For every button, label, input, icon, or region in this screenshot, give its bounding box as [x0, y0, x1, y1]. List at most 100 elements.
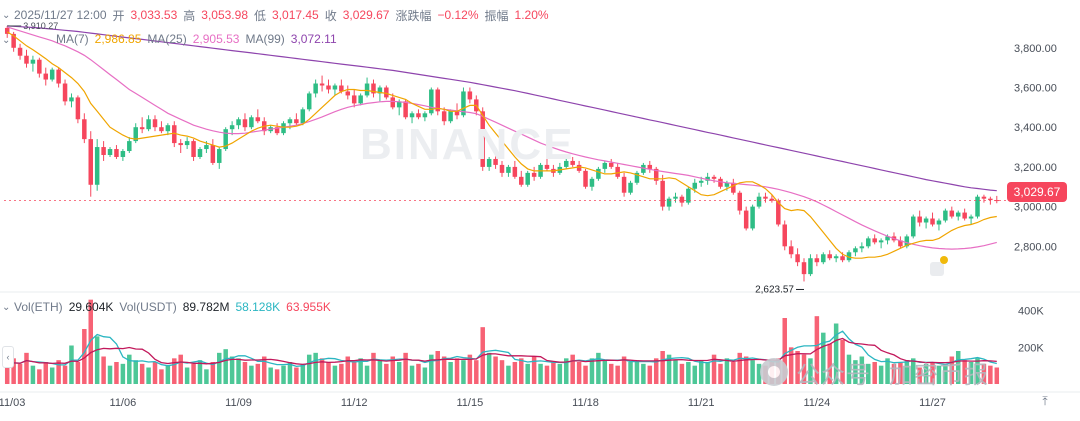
candle-body — [705, 176, 710, 181]
candle-body — [37, 59, 42, 74]
watermark-left-text: 公众号 — [796, 361, 871, 389]
volume-bar — [750, 360, 755, 384]
change-label: 涨跌幅 — [395, 8, 432, 23]
volume-bar — [583, 365, 588, 384]
date-tick-label: 11/12 — [341, 397, 368, 409]
volume-bar — [184, 367, 190, 384]
candle-body — [737, 192, 743, 211]
candle-body — [955, 212, 961, 217]
volume-bar — [94, 336, 100, 384]
candle-body — [570, 160, 575, 165]
candle-body — [159, 127, 164, 132]
candle-body — [326, 85, 331, 90]
candle-body — [576, 164, 582, 171]
volume-bar — [49, 367, 55, 384]
volume-bar — [474, 360, 479, 384]
volume-bar — [718, 363, 723, 384]
chevron-down-icon[interactable]: ⌄ — [2, 10, 11, 21]
candle-body — [666, 198, 672, 207]
volume-bar — [621, 356, 627, 384]
volume-bar — [172, 358, 177, 384]
volume-bar — [557, 363, 563, 384]
candle-body — [763, 196, 768, 199]
candle-body — [602, 162, 608, 169]
price-tick-label: 2,800.00 — [1014, 241, 1057, 253]
candle-body — [223, 129, 228, 150]
candle-body — [833, 256, 839, 259]
volume-bar — [358, 358, 363, 384]
candle-body — [981, 196, 987, 199]
volume-bar — [139, 363, 145, 384]
open-value: 3,033.53 — [130, 8, 178, 22]
candle-body — [345, 91, 351, 96]
volume-bar — [570, 354, 575, 384]
candle-body — [711, 176, 717, 179]
candle-body — [872, 238, 877, 243]
chevron-down-icon[interactable]: ⌄ — [2, 302, 11, 313]
volume-bar — [191, 363, 196, 384]
candle-body — [853, 248, 858, 253]
volume-bar — [898, 362, 903, 384]
candle-body — [4, 27, 10, 34]
volume-bar — [756, 363, 762, 384]
vol-usdt-label: Vol(USDT) — [119, 300, 177, 314]
vol-usdt-value: 89.782M — [182, 300, 230, 314]
volume-bar — [686, 362, 691, 384]
date-tick-label: 11/24 — [804, 397, 831, 409]
candle-body — [653, 168, 659, 181]
candle-body — [846, 252, 852, 261]
candle-body — [204, 145, 209, 150]
volume-bar — [878, 365, 884, 384]
chevron-down-icon[interactable]: ⌄ — [2, 35, 11, 46]
candle-body — [274, 127, 280, 134]
volume-bar — [795, 351, 800, 384]
watermark-right-text: 加密币报 — [889, 361, 989, 389]
volume-ma1-line — [6, 330, 997, 369]
candle-body — [628, 182, 633, 193]
candle-body — [94, 147, 100, 185]
candle-body — [88, 139, 93, 185]
candle-body — [743, 210, 749, 229]
volume-bar — [589, 358, 595, 384]
volume-bar — [930, 362, 935, 384]
price-alert-icon[interactable] — [930, 256, 948, 276]
ma7-label: MA(7) — [56, 32, 89, 46]
binance-watermark: BINANCE — [360, 120, 575, 169]
candle-body — [621, 176, 627, 193]
collapse-arrow-icon[interactable]: ‹ — [2, 346, 14, 368]
volume-bar — [17, 363, 23, 384]
candle-body — [583, 170, 588, 187]
volume-bar — [294, 367, 299, 384]
candle-body — [236, 119, 241, 126]
volume-bar — [165, 365, 171, 384]
volume-bar — [653, 358, 659, 384]
reset-scale-icon[interactable]: ⤒ — [1042, 393, 1048, 408]
volume-bar — [962, 360, 967, 384]
volume-bar — [197, 360, 203, 384]
volume-bar — [827, 343, 832, 384]
volume-bar — [936, 365, 942, 384]
candle-body — [878, 240, 884, 243]
volume-bar — [127, 354, 132, 384]
volume-bar — [885, 358, 890, 384]
candle-body — [519, 176, 524, 185]
candle-body — [962, 212, 967, 219]
change-value: −0.12% — [437, 8, 479, 22]
candle-body — [461, 91, 466, 116]
candle-body — [814, 258, 820, 263]
candle-body — [866, 238, 871, 247]
volume-bar — [692, 365, 698, 384]
candle-body — [724, 182, 730, 187]
volume-bar — [255, 363, 261, 384]
volume-bar — [313, 352, 318, 384]
date-tick-label: 11/15 — [457, 397, 484, 409]
volume-bar — [866, 363, 871, 384]
candle-body — [114, 149, 119, 157]
volume-bar — [274, 369, 280, 384]
candle-body — [686, 188, 691, 203]
candle-body — [364, 83, 370, 96]
high-value: 3,053.98 — [201, 8, 248, 22]
volume-bar — [628, 362, 633, 384]
candle-body — [988, 198, 993, 201]
candle-body — [197, 149, 203, 157]
